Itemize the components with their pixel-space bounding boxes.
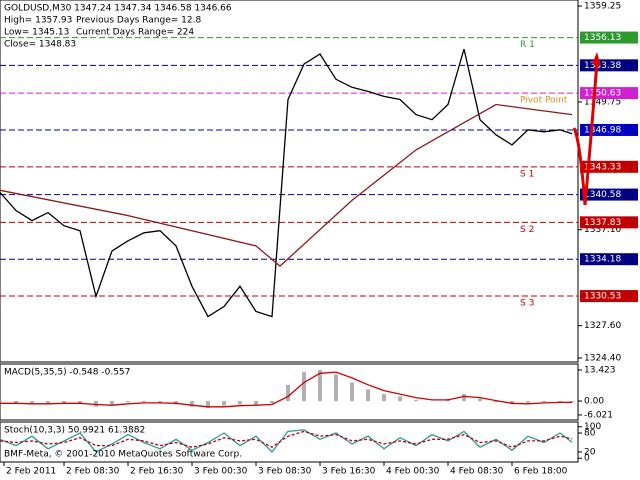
x-tick-label: 2 Feb 08:30 [66,467,120,477]
panel-frame [0,363,579,421]
histogram-bar [190,401,194,407]
level-value: 1340.58 [584,190,621,200]
series-line [0,103,573,267]
copyright: BMF-Meta, © 2001-2010 MetaQuotes Softwar… [4,450,242,460]
histogram-bar [526,401,530,403]
histogram-bar [206,401,210,408]
info-text: High= 1357.93 [4,16,72,26]
level-tag [580,188,638,201]
histogram-bar [126,401,130,403]
level-value: 1350.63 [584,89,621,99]
panel-title: Stoch(10,3,3) 50.9921 61.3882 [4,426,145,436]
y-tick-label: 0.00 [584,397,604,407]
histogram-bar [414,399,418,402]
histogram-bar [254,401,258,406]
y-tick-label: 1337.10 [584,225,621,235]
y-tick-label: -6.021 [584,410,613,420]
histogram-bar [270,401,274,404]
histogram-bar [398,396,402,402]
histogram-bar [238,401,242,405]
panel-title: GOLDUSD,M30 1347.24 1347.34 1346.58 1346… [4,4,232,14]
histogram-bar [62,401,66,403]
series-line [0,429,573,453]
level-name: R 1 [520,40,535,50]
histogram-bar [286,384,290,402]
x-tick-label: 3 Feb 08:30 [258,467,312,477]
histogram-bar [366,389,370,402]
level-value: 1356.13 [584,33,621,43]
histogram-bar [46,401,50,404]
projection-arrow-head [592,52,601,66]
x-tick-label: 3 Feb 00:30 [194,467,248,477]
x-tick-label: 6 Feb 18:00 [514,467,568,477]
y-tick-label: 0 [584,454,590,464]
series-line [0,430,573,448]
info-text: Current Days Range= 224 [76,28,194,38]
histogram-bar [558,401,562,403]
histogram-bar [30,401,34,405]
histogram-bar [478,398,482,402]
y-tick-label: 1349.75 [584,97,621,107]
level-value: 1343.33 [584,162,621,172]
y-tick-label: 80 [584,429,596,439]
histogram-bar [382,394,386,402]
histogram-bar [0,401,2,403]
info-text: Low= 1345.13 [4,28,69,38]
level-value: 1353.38 [584,61,621,71]
y-tick-label: 13.423 [584,365,616,375]
level-name: S 2 [520,225,534,235]
info-text: Close= 1348.83 [4,40,76,50]
x-tick-label: 4 Feb 00:30 [386,467,440,477]
panel-frame [0,421,579,463]
histogram-bar [494,401,498,403]
level-tag [580,160,638,173]
y-tick-label: 1327.60 [584,321,621,331]
level-value: 1334.18 [584,255,621,265]
histogram-bar [334,374,338,402]
y-tick-label: 1324.40 [584,353,621,363]
histogram-bar [14,401,18,404]
histogram-bar [158,401,162,403]
x-tick-label: 2 Feb 2011 [6,467,56,477]
level-tag [580,253,638,266]
histogram-bar [570,401,574,403]
series-line [0,371,573,408]
y-tick-label: 20 [584,447,596,457]
level-value: 1346.98 [584,125,621,135]
x-tick-label: 3 Feb 16:30 [322,467,376,477]
histogram-bar [110,401,114,405]
level-tag [580,216,638,229]
projection-arrow [572,61,599,206]
histogram-bar [222,401,226,406]
histogram-bar [462,394,466,402]
level-value: 1330.53 [584,292,621,302]
level-value: 1337.83 [584,218,621,228]
level-tag [580,31,638,44]
x-tick-label: 2 Feb 16:30 [130,467,184,477]
x-tick-label: 4 Feb 08:30 [450,467,504,477]
histogram-bar [542,401,546,403]
histogram-bar [318,370,322,402]
info-text: Previous Days Range= 12.8 [76,16,201,26]
panel-frame [0,0,579,363]
panel-title: MACD(5,35,5) -0.548 -0.557 [4,368,130,378]
histogram-bar [78,401,82,404]
level-name: S 1 [520,169,534,179]
y-tick-label: 1359.25 [584,2,621,12]
y-tick-label: 100 [584,422,601,432]
histogram-bar [302,372,306,402]
level-name: Pivot Point [520,96,568,106]
histogram-bar [142,401,146,403]
level-name: S 3 [520,299,534,309]
histogram-bar [350,382,354,402]
level-tag [580,290,638,303]
level-tag [580,123,638,136]
series-line [0,48,573,318]
